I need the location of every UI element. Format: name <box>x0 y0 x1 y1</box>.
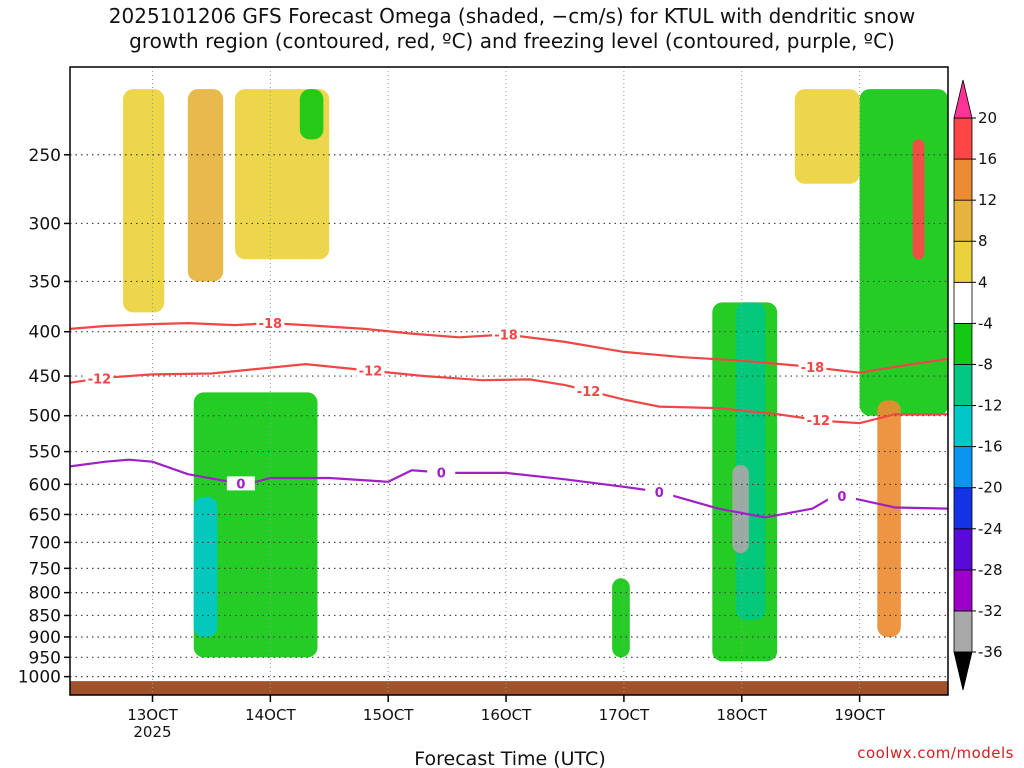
omega-region-13 <box>794 89 860 184</box>
y-tick-label: 750 <box>29 559 61 579</box>
omega-region-10 <box>859 89 948 416</box>
colorbar-box <box>953 364 973 406</box>
colorbar-box <box>953 446 973 489</box>
x-tick-label: 17OCT <box>599 706 650 724</box>
chart-title-line-1: 2025101206 GFS Forecast Omega (shaded, −… <box>108 4 916 28</box>
contour-label-dgz-top: -18 <box>492 327 521 344</box>
colorbar-box <box>953 158 973 201</box>
contour-label-text: 0 <box>837 490 846 505</box>
contour-label-text: -18 <box>801 361 825 376</box>
x-tick-label: 16OCT <box>481 706 532 724</box>
contour-label-dgz-bottom: -12 <box>804 413 833 429</box>
colorbar-tick-label: -8 <box>978 355 993 373</box>
omega-region-1 <box>187 89 224 282</box>
colorbar-box <box>953 281 973 324</box>
x-tick-label: 18OCT <box>716 706 767 724</box>
colorbar-box <box>953 405 973 448</box>
colorbar-box <box>953 199 973 242</box>
x-tick-label: 14OCT <box>245 706 296 724</box>
contour-label-freezing-level: 0 <box>226 476 255 492</box>
contour-label-text: 0 <box>655 486 664 501</box>
omega-region-0 <box>123 89 165 313</box>
contour-label-text: -18 <box>494 329 518 344</box>
y-tick-label: 900 <box>29 628 61 648</box>
x-tick-sublabel: 2025 <box>133 723 171 741</box>
contour-label-text: -12 <box>359 365 383 380</box>
colorbar-tick-label: -24 <box>978 520 1003 538</box>
contour-label-text: -12 <box>577 385 601 400</box>
y-tick-label: 650 <box>29 505 61 525</box>
chart-title: 2025101206 GFS Forecast Omega (shaded, −… <box>0 4 1024 54</box>
omega-region-8 <box>735 302 766 620</box>
y-tick-label: 800 <box>29 584 61 604</box>
ground-fill <box>70 681 948 695</box>
plot-content: -18 -18 -18 -12 -12 -12 -12 0 0 0 0 <box>70 67 948 695</box>
contour-label-freezing-level: 0 <box>645 484 674 501</box>
colorbar-box <box>953 487 973 530</box>
omega-region-6 <box>612 578 630 658</box>
plot-area: -18 -18 -18 -12 -12 -12 -12 0 0 0 0 <box>70 67 948 695</box>
colorbar-tick-label: 12 <box>978 191 997 209</box>
x-tick-label: 19OCT <box>834 706 885 724</box>
x-tick-label: 13OCT <box>127 706 178 724</box>
colorbar-tick-label: -4 <box>978 314 993 332</box>
contour-label-text: -12 <box>807 414 831 429</box>
chart-title-line-2: growth region (contoured, red, ºC) and f… <box>129 29 895 53</box>
contour-label-dgz-bottom: -12 <box>574 383 603 400</box>
y-tick-label: 950 <box>29 648 61 668</box>
colorbar-box <box>953 322 973 365</box>
credit-text: coolwx.com/models <box>857 744 1014 762</box>
colorbar-tick-label: -20 <box>978 479 1003 497</box>
x-axis-label: Forecast Time (UTC) <box>414 748 605 768</box>
omega-region-9 <box>732 465 749 553</box>
colorbar-tick-label: 16 <box>978 150 997 168</box>
contour-label-freezing-level: 0 <box>427 465 456 481</box>
contour-label-dgz-bottom: -12 <box>356 363 385 380</box>
y-tick-label: 400 <box>29 323 61 343</box>
y-tick-label: 500 <box>29 407 61 427</box>
omega-region-11 <box>877 400 901 637</box>
colorbar-tick-label: -36 <box>978 643 1003 661</box>
plot-frame <box>69 66 949 696</box>
colorbar-min-triangle <box>953 651 973 691</box>
y-tick-label: 250 <box>29 146 61 166</box>
colorbar-box <box>953 240 973 283</box>
colorbar-box <box>953 569 973 612</box>
colorbar-tick-label: 20 <box>978 109 997 127</box>
contour-label-text: 0 <box>236 477 245 492</box>
axes: 2503003504004505005506006507007508008509… <box>18 66 949 741</box>
omega-region-3 <box>299 89 324 140</box>
colorbar-box <box>953 610 973 653</box>
colorbar-tick-label: -12 <box>978 397 1003 415</box>
omega-region-12 <box>912 139 925 260</box>
omega-region-4 <box>193 392 318 658</box>
contour-label-dgz-top: -18 <box>798 360 827 376</box>
colorbar-tick-label: -28 <box>978 561 1003 579</box>
contour-label-dgz-bottom: -12 <box>85 371 114 388</box>
colorbar-max-triangle <box>953 79 973 119</box>
y-tick-label: 600 <box>29 475 61 495</box>
y-tick-label: 1000 <box>18 668 61 688</box>
contour-label-text: -18 <box>259 317 283 332</box>
contour-label-freezing-level: 0 <box>827 489 856 505</box>
y-tick-label: 550 <box>29 443 61 463</box>
colorbar-box <box>953 528 973 571</box>
omega-region-5 <box>193 496 218 637</box>
contour-label-text: -12 <box>88 373 112 388</box>
y-tick-label: 350 <box>29 272 61 292</box>
contour-label-text: 0 <box>437 466 446 481</box>
colorbar: -36 -32 -28 -24 -20 -16 -12 -8 -4 4 8 12 16 20 <box>953 79 1003 691</box>
contour-label-dgz-top: -18 <box>256 316 285 332</box>
y-tick-label: 850 <box>29 606 61 626</box>
colorbar-tick-label: -16 <box>978 438 1003 456</box>
y-tick-label: 300 <box>29 214 61 234</box>
colorbar-tick-label: 4 <box>978 273 988 291</box>
x-tick-label: 15OCT <box>363 706 414 724</box>
y-tick-label: 450 <box>29 367 61 387</box>
colorbar-box <box>953 117 973 160</box>
colorbar-tick-label: 8 <box>978 232 988 250</box>
colorbar-tick-label: -32 <box>978 602 1003 620</box>
y-tick-label: 700 <box>29 533 61 553</box>
